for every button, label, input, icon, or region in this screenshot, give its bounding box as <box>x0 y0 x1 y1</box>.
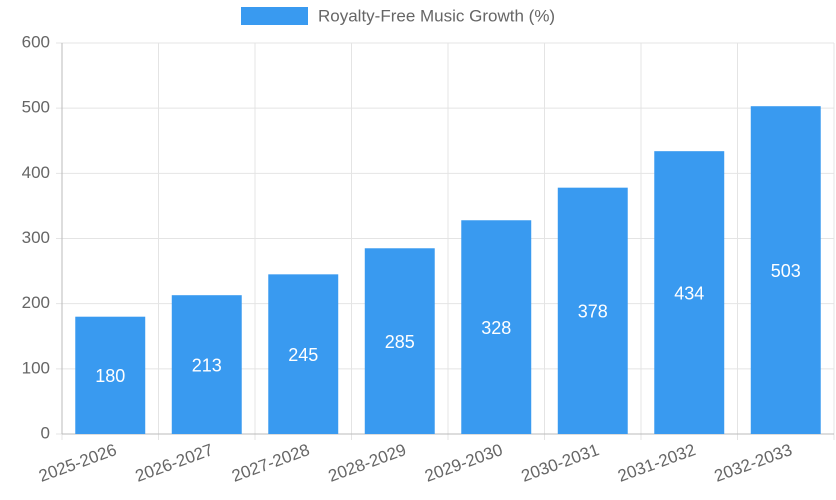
bar <box>557 187 628 434</box>
bar <box>75 316 146 434</box>
data-label: 378 <box>578 302 608 322</box>
x-tick-label: 2025-2026 <box>36 440 119 486</box>
data-label: 245 <box>288 345 318 365</box>
y-tick-label: 200 <box>22 293 50 312</box>
bar <box>268 274 339 434</box>
legend-swatch <box>241 7 308 25</box>
bar <box>364 248 435 434</box>
y-tick-label: 0 <box>41 423 50 442</box>
y-tick-label: 400 <box>22 163 50 182</box>
bar <box>461 220 532 434</box>
data-label: 503 <box>771 261 801 281</box>
data-label: 328 <box>481 318 511 338</box>
y-tick-label: 100 <box>22 358 50 377</box>
data-label: 213 <box>192 355 222 375</box>
x-tick-label: 2028-2029 <box>326 440 409 486</box>
data-label: 434 <box>674 283 704 303</box>
y-tick-label: 300 <box>22 228 50 247</box>
bar <box>750 106 821 434</box>
y-tick-label: 600 <box>22 32 50 51</box>
data-label: 285 <box>385 332 415 352</box>
bar <box>171 295 242 434</box>
y-tick-label: 500 <box>22 98 50 117</box>
x-tick-label: 2031-2032 <box>615 440 698 486</box>
x-tick-label: 2029-2030 <box>422 440 505 486</box>
x-tick-label: 2032-2033 <box>712 440 795 486</box>
legend-label: Royalty-Free Music Growth (%) <box>318 6 555 25</box>
x-tick-label: 2026-2027 <box>133 440 216 486</box>
data-label: 180 <box>95 366 125 386</box>
bar <box>654 151 725 434</box>
x-tick-label: 2027-2028 <box>229 440 312 486</box>
x-tick-label: 2030-2031 <box>519 440 602 486</box>
